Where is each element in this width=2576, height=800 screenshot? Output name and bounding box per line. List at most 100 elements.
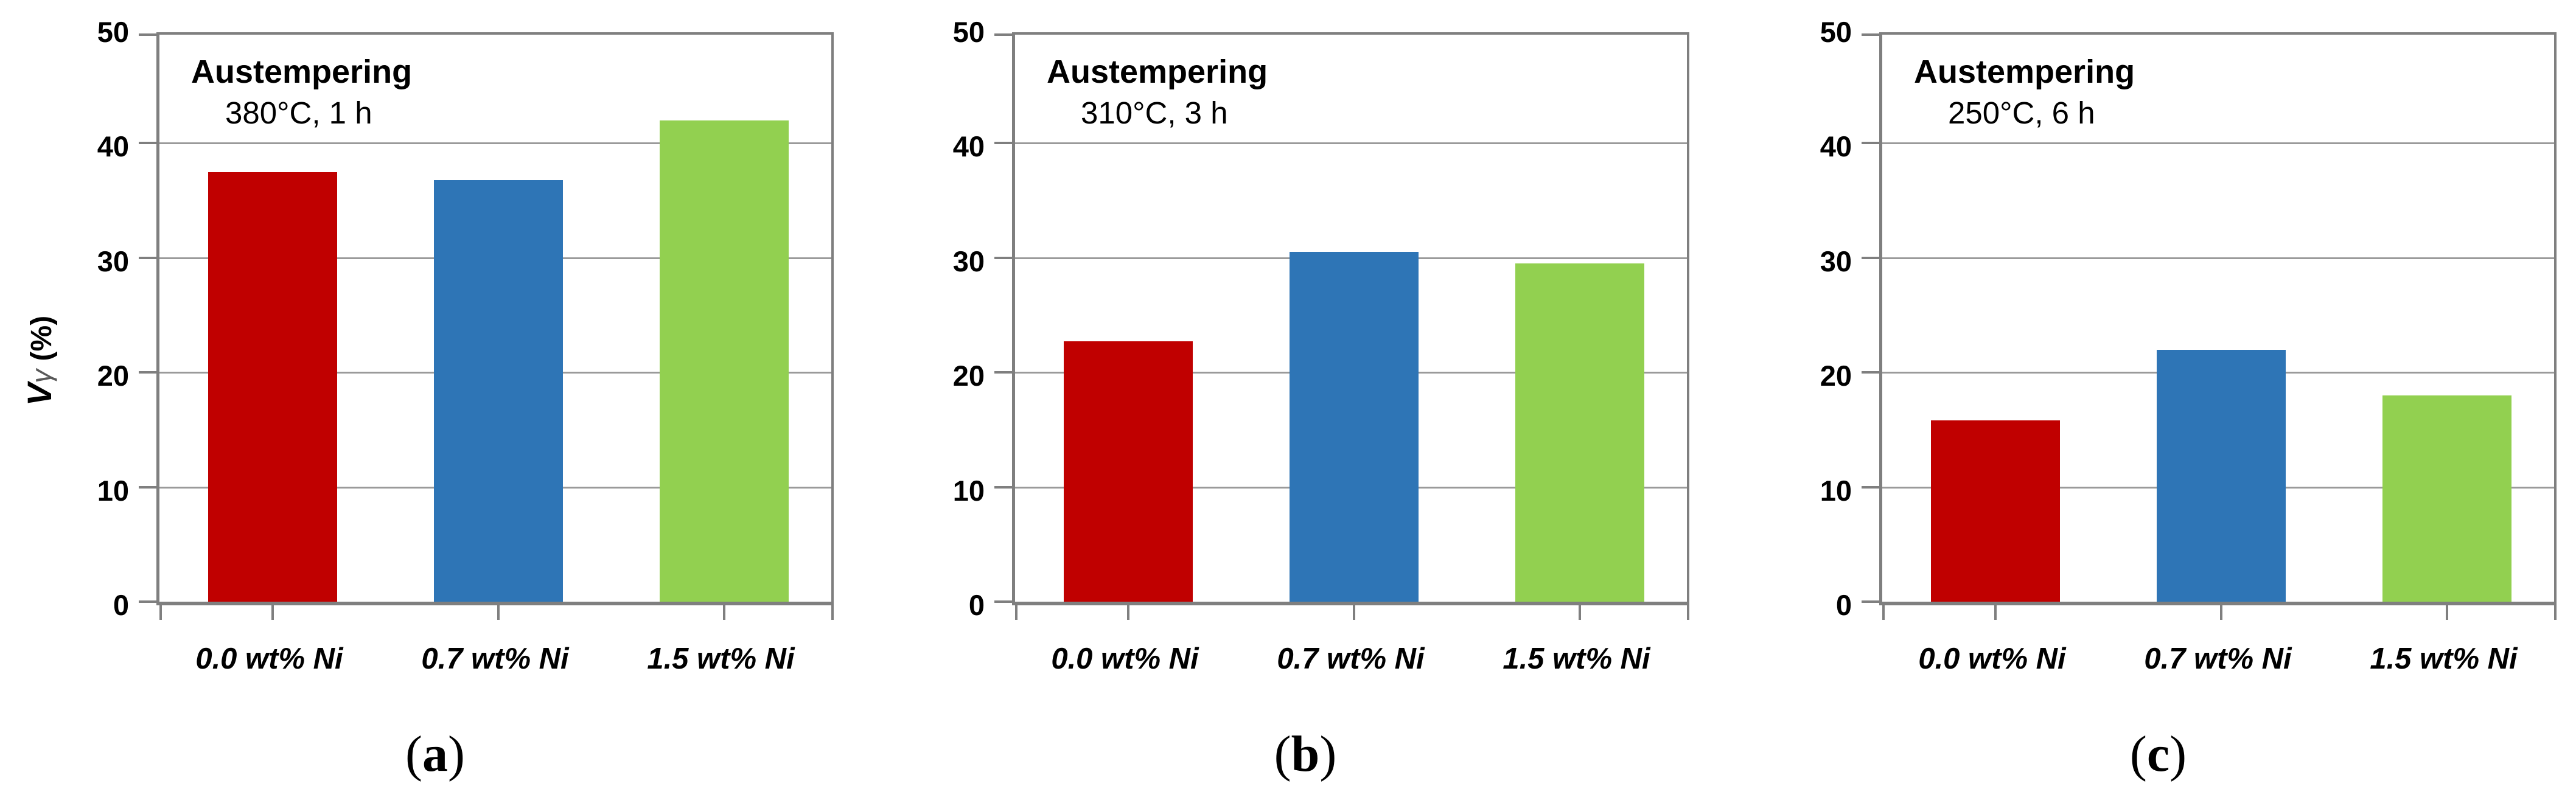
chart-subtitle: 250°C, 6 h — [1948, 96, 2095, 130]
plot-area: Austempering 250°C, 6 h — [1862, 32, 2557, 620]
y-tick-label-10: 10 — [952, 474, 985, 507]
x-axis-corner-tick-0 — [1882, 605, 1885, 620]
x-axis-corner-tick-0 — [1015, 605, 1017, 620]
chart-subtitle: 380°C, 1 h — [225, 96, 372, 130]
x-tick-label-2: 1.5 wt% Ni — [1503, 642, 1650, 675]
caption-paren-close: ) — [2169, 726, 2187, 782]
x-axis-tick-0 — [1126, 605, 1129, 620]
y-axis-tick-40 — [139, 142, 157, 145]
caption-paren-open: ( — [2129, 726, 2147, 782]
y-tick-label-20: 20 — [952, 360, 985, 392]
y-tick-label-50: 50 — [97, 16, 129, 48]
y-axis-tick-10 — [1862, 485, 1880, 489]
x-axis-corner-tick-0 — [159, 605, 162, 620]
y-tick-label-0: 0 — [1835, 589, 1852, 621]
x-tick-label-1: 0.7 wt% Ni — [2144, 642, 2292, 675]
x-axis-tick-0 — [271, 605, 274, 620]
chart-subtitle: 310°C, 3 h — [1081, 96, 1228, 130]
y-tick-label-40: 40 — [97, 130, 129, 163]
x-tick-label-0: 0.0 wt% Ni — [195, 642, 343, 675]
bar-1.5-wt-Ni — [2382, 395, 2511, 602]
y-axis-tick-0 — [994, 600, 1013, 603]
y-axis-tick-40 — [994, 142, 1013, 145]
bar-1.5-wt-Ni — [659, 120, 789, 602]
y-axis-tick-10 — [994, 485, 1013, 489]
y-tick-label-50: 50 — [1820, 16, 1852, 48]
subfigure-caption: (b) — [870, 713, 1740, 795]
subfigure-caption: (a) — [0, 713, 870, 795]
chart-title: Austempering — [1914, 54, 2135, 90]
bar-1.5-wt-Ni — [1515, 263, 1644, 602]
y-tick-label-30: 30 — [97, 245, 129, 277]
x-axis-corner-tick-1 — [831, 605, 834, 620]
x-axis-corner-tick-1 — [2554, 605, 2557, 620]
x-tick-label-2: 1.5 wt% Ni — [647, 642, 795, 675]
y-tick-label-50: 50 — [952, 16, 985, 48]
y-axis-tick-50 — [994, 33, 1013, 36]
y-axis-tick-30 — [1862, 256, 1880, 259]
plot-area: Austempering 310°C, 3 h — [994, 32, 1689, 620]
caption-paren-open: ( — [405, 726, 422, 782]
y-tick-label-30: 30 — [1820, 245, 1852, 277]
bar-0.7-wt-Ni — [2156, 349, 2286, 602]
bar-0.7-wt-Ni — [1289, 252, 1419, 602]
y-axis-tick-20 — [994, 371, 1013, 374]
bar-0.0-wt-Ni — [208, 172, 337, 602]
bar-0.0-wt-Ni — [1930, 420, 2060, 602]
gridline-40 — [159, 142, 831, 145]
x-axis-tick-1 — [497, 605, 500, 620]
plot-area: Austempering 380°C, 1 h — [139, 32, 834, 620]
y-axis-tick-50 — [139, 33, 157, 36]
x-axis-tick-2 — [2445, 605, 2448, 620]
x-axis-corner-tick-1 — [1687, 605, 1689, 620]
y-axis-tick-10 — [139, 485, 157, 489]
y-tick-label-30: 30 — [952, 245, 985, 277]
gridline-40 — [1882, 142, 2554, 145]
x-axis-tick-2 — [722, 605, 725, 620]
subfigure-c: Austempering 250°C, 6 h (c) 0 10 20 30 40 50 0… — [1740, 0, 2576, 800]
gridline-30 — [1882, 257, 2554, 259]
y-tick-label-10: 10 — [97, 474, 129, 507]
caption-paren-open: ( — [1274, 726, 1291, 782]
chart-title-block: Austempering 250°C, 6 h — [1914, 50, 2135, 133]
x-axis-tick-2 — [1578, 605, 1581, 620]
bar-0.7-wt-Ni — [433, 179, 563, 602]
y-axis-tick-0 — [1862, 600, 1880, 603]
caption-paren-close: ) — [1319, 726, 1337, 782]
gridline-40 — [1015, 142, 1687, 145]
y-axis-tick-40 — [1862, 142, 1880, 145]
y-axis-tick-20 — [1862, 371, 1880, 374]
y-tick-label-40: 40 — [952, 130, 985, 163]
y-axis-tick-30 — [139, 256, 157, 259]
x-tick-label-0: 0.0 wt% Ni — [1051, 642, 1199, 675]
caption-paren-close: ) — [448, 726, 465, 782]
y-tick-label-10: 10 — [1820, 474, 1852, 507]
subfigure-caption: (c) — [1740, 713, 2576, 795]
x-axis-tick-1 — [2219, 605, 2222, 620]
y-tick-label-0: 0 — [968, 589, 985, 621]
subfigure-b: Austempering 310°C, 3 h (b) 0 10 20 30 40 50 0… — [870, 0, 1740, 800]
y-tick-label-0: 0 — [113, 589, 129, 621]
y-axis-tick-50 — [1862, 33, 1880, 36]
x-tick-label-0: 0.0 wt% Ni — [1918, 642, 2066, 675]
caption-letter: a — [422, 726, 448, 782]
y-axis-tick-30 — [994, 256, 1013, 259]
x-tick-label-1: 0.7 wt% Ni — [1277, 642, 1425, 675]
x-axis-tick-1 — [1352, 605, 1355, 620]
chart-title-block: Austempering 310°C, 3 h — [1047, 50, 1268, 133]
y-tick-label-40: 40 — [1820, 130, 1852, 163]
caption-letter: b — [1291, 726, 1320, 782]
y-axis-tick-20 — [139, 371, 157, 374]
x-axis-tick-0 — [1994, 605, 1997, 620]
chart-title-block: Austempering 380°C, 1 h — [191, 50, 412, 133]
bar-0.0-wt-Ni — [1063, 341, 1193, 602]
x-tick-label-2: 1.5 wt% Ni — [2370, 642, 2518, 675]
y-axis-tick-0 — [139, 600, 157, 603]
x-tick-label-1: 0.7 wt% Ni — [421, 642, 569, 675]
chart-title: Austempering — [1047, 54, 1268, 90]
y-tick-label-20: 20 — [97, 360, 129, 392]
subfigure-a: Vγ (%) Austempering 380°C, 1 h (a) 0 10 20… — [0, 0, 870, 800]
chart-title: Austempering — [191, 54, 413, 90]
caption-letter: c — [2146, 726, 2170, 782]
